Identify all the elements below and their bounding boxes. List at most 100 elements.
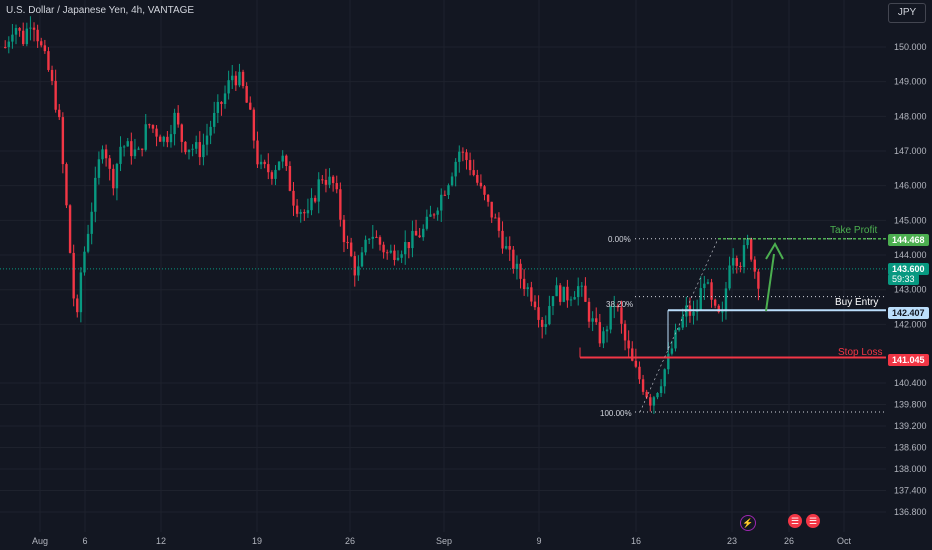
candle-body [335,183,338,190]
candle-body [76,298,79,313]
candle-body [72,252,75,299]
candle-body [303,212,306,214]
candle-body [234,75,238,86]
candle-body [566,286,569,301]
candle-body [213,112,216,127]
candle-body [25,28,29,45]
chart-title: U.S. Dollar / Japanese Yen, 4h, VANTAGE [6,5,195,16]
candle-body [544,324,547,327]
bar-countdown: 59:33 [888,274,919,285]
candle-body [746,239,749,246]
candle-body [32,27,36,30]
candle-body [580,285,584,287]
fib-382-label: 38.20% [606,300,634,309]
x-tick-label: 16 [631,536,641,546]
candle-body [112,168,115,189]
candle-body [396,257,400,260]
y-tick-label: 142.000 [894,319,927,329]
us-flag-icon[interactable]: ☰ [806,514,820,528]
candle-body [220,101,223,105]
candle-body [101,149,104,160]
candle-body [681,316,684,328]
x-tick-label: 26 [784,536,794,546]
take-profit-price-tag: 144.468 [888,234,929,246]
candle-body [162,136,165,142]
candle-body [61,117,65,165]
candle-body [429,214,432,217]
candle-body [710,282,713,300]
candle-body [587,301,591,322]
candle-body [7,41,11,48]
candle-body [432,214,436,216]
candle-body [324,179,328,185]
currency-button[interactable]: JPY [888,3,926,23]
x-tick-label: 6 [82,536,87,546]
candle-body [184,141,187,153]
candle-body [231,75,234,81]
candle-body [306,210,310,214]
fib-trend-line [639,238,719,413]
y-tick-label: 140.400 [894,378,927,388]
x-tick-label: 9 [536,536,541,546]
candle-body [486,194,490,202]
candle-body [551,296,555,307]
candle-body [108,158,111,169]
current-price-tag: 143.600 [888,263,929,275]
candle-body [310,197,313,211]
buy-entry-price-tag: 142.407 [888,307,929,319]
candle-body [29,27,32,29]
candle-body [443,194,447,196]
candle-body [558,285,562,302]
y-tick-label: 148.000 [894,111,927,121]
candle-body [515,263,519,269]
candle-body [476,174,479,183]
y-tick-label: 139.800 [894,400,927,410]
candle-body [267,164,270,173]
candle-body [331,176,335,184]
candle-body [641,379,645,392]
candle-body [346,242,349,244]
y-tick-label: 144.000 [894,250,927,260]
y-tick-label: 150.000 [894,42,927,52]
y-tick-label: 139.200 [894,421,927,431]
candle-body [728,265,731,289]
candle-body [605,329,609,332]
candle-body [627,340,630,349]
candle-body [205,135,209,145]
candle-body [148,124,151,126]
candle-body [137,148,140,150]
lightning-icon[interactable]: ⚡ [740,515,756,531]
us-flag-icon[interactable]: ☰ [788,514,802,528]
candle-body [187,149,191,153]
candle-body [465,152,468,161]
candle-body [512,249,515,269]
candle-body [508,246,511,250]
candle-body [724,288,728,312]
x-tick-label: 26 [345,536,355,546]
candle-body [292,190,295,206]
candle-body [288,166,292,191]
y-tick-label: 138.600 [894,443,927,453]
candle-body [43,45,47,52]
stop-loss-price-tag: 141.045 [888,354,929,366]
candle-body [270,172,274,179]
candle-body [598,322,602,344]
candle-body [584,285,587,302]
candle-body [227,80,230,94]
candle-body [104,149,108,159]
candle-body [634,360,638,367]
candle-body [94,177,97,212]
candle-body [739,265,742,268]
candle-body [569,299,573,301]
candle-body [620,307,623,324]
candle-body [321,179,324,181]
candle-body [494,217,497,219]
candle-body [339,189,342,220]
candle-body [674,330,677,349]
candle-body [245,86,248,103]
candle-body [652,397,656,406]
candle-body [735,258,738,266]
candle-body [22,30,25,45]
candle-body [151,125,155,129]
